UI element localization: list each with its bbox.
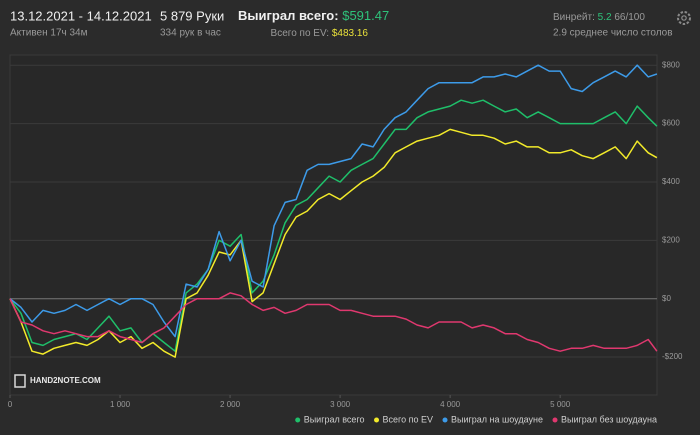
winrate-label: Винрейт:: [553, 12, 595, 23]
legend-marker: [374, 417, 380, 423]
won-total-label: Выиграл всего:: [238, 8, 339, 23]
series-line: [9, 64, 658, 338]
hands-per-hour: 334 рук в час: [160, 28, 221, 39]
legend-marker: [295, 417, 301, 423]
active-time: Активен 17ч 34м: [10, 28, 88, 39]
gear-hole[interactable]: [681, 15, 687, 21]
x-tick-label: 2 000: [220, 400, 241, 409]
x-tick-label: 1 000: [110, 400, 131, 409]
logo-text: HAND2NOTE.COM: [30, 376, 101, 385]
y-tick-label: $400: [662, 177, 680, 186]
ev-total-label: Всего по EV:: [271, 28, 330, 39]
avg-tables: 2.9 среднее число столов: [553, 28, 673, 39]
y-tick-label: $200: [662, 235, 680, 244]
settings-button[interactable]: [677, 11, 691, 25]
y-tick-label: -$200: [662, 352, 683, 361]
won-total-value: $591.47: [342, 8, 389, 23]
series-line: [9, 128, 658, 358]
x-tick-label: 3 000: [330, 400, 351, 409]
legend-label: Выиграл на шоудауне: [451, 414, 543, 424]
x-tick-label: 4 000: [440, 400, 461, 409]
legend-label: Выиграл всего: [304, 414, 365, 424]
legend-marker: [442, 417, 448, 423]
won-total: Выиграл всего: $591.47: [238, 8, 389, 23]
plot-area: [9, 54, 658, 396]
x-tick-label: 0: [8, 400, 13, 409]
ev-total: Всего по EV: $483.16: [271, 28, 369, 39]
legend-label: Выиграл без шоудауна: [561, 414, 657, 424]
winrate: Винрейт: 5.2 66/100: [553, 12, 645, 23]
ev-total-value: $483.16: [332, 28, 369, 39]
gear[interactable]: [677, 11, 691, 25]
y-tick-label: $800: [662, 60, 680, 69]
winrate-value: 5.2: [598, 12, 612, 23]
hands: 5 879 Руки: [160, 8, 224, 23]
legend-label: Всего по EV: [383, 414, 433, 424]
series-line: [9, 292, 658, 352]
logo: HAND2NOTE.COM: [14, 374, 101, 388]
legend-marker: [552, 417, 558, 423]
legend: Выиграл без шоудауна Выиграл на шоудауне В…: [295, 414, 657, 424]
y-tick-label: $0: [662, 294, 671, 303]
date-range: 13.12.2021 - 14.12.2021: [10, 8, 152, 23]
logo-icon: [14, 374, 26, 388]
series-line: [9, 99, 658, 352]
winrate-unit: 66/100: [614, 12, 645, 23]
x-tick-label: 5 000: [550, 400, 571, 409]
y-tick-label: $600: [662, 119, 680, 128]
